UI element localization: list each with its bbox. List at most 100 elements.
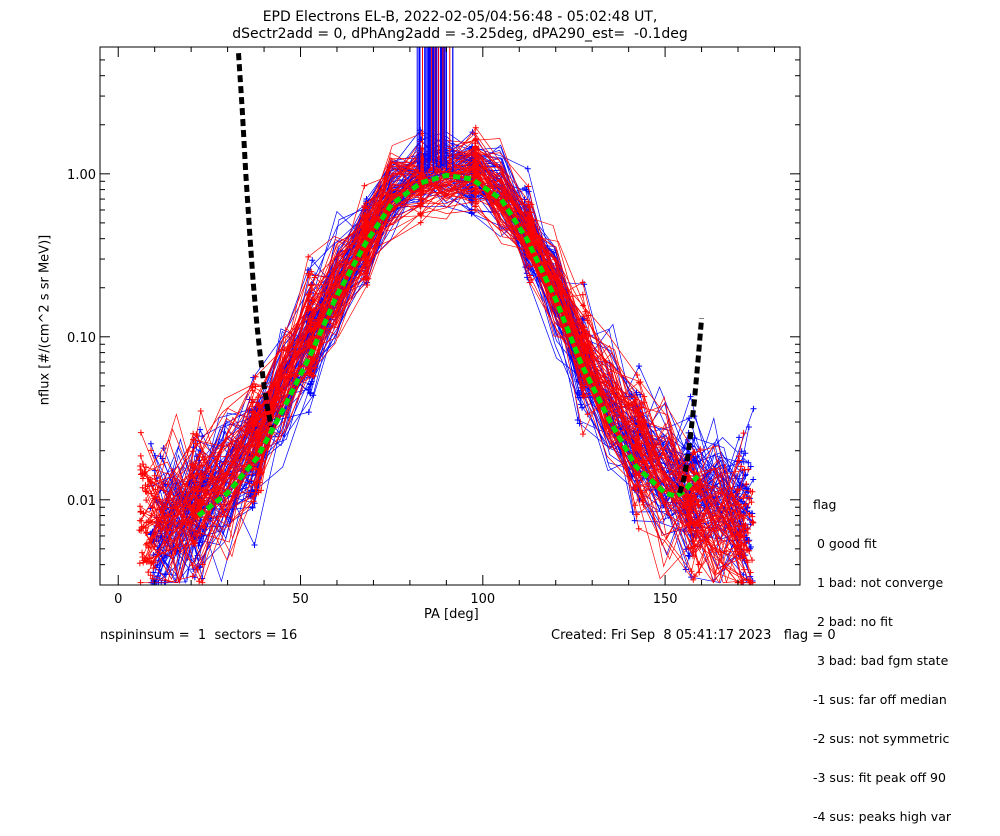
data-point (736, 511, 743, 518)
data-point (737, 463, 744, 470)
data-point (736, 434, 743, 441)
data-point (639, 498, 646, 505)
data-point (583, 335, 590, 342)
spectrum-line (153, 177, 741, 583)
spectrum-line (155, 144, 743, 583)
data-point (747, 569, 754, 576)
median-fit-curve (236, 53, 274, 428)
data-point (740, 515, 747, 522)
data-point (363, 199, 370, 206)
spectrum-line (150, 177, 749, 584)
data-point (190, 486, 197, 493)
data-point (417, 219, 424, 226)
data-point (251, 542, 258, 549)
data-point (528, 201, 535, 208)
data-point (745, 466, 752, 473)
data-point (196, 578, 203, 585)
plot-frame (99, 46, 801, 586)
data-point (306, 316, 313, 323)
data-point (143, 488, 150, 495)
data-point (188, 520, 195, 527)
y-tick-label: 0.01 (67, 494, 96, 509)
data-point (137, 452, 144, 459)
data-point (252, 383, 259, 390)
data-point (251, 493, 258, 500)
data-point (640, 501, 647, 508)
data-point (685, 518, 692, 525)
data-point (143, 497, 150, 504)
spectrum-line (146, 187, 745, 553)
x-tick-label: 0 (114, 592, 122, 607)
spectrum-line (145, 171, 744, 560)
spectrum-line (152, 151, 740, 557)
data-point (745, 423, 752, 430)
data-point (142, 529, 149, 536)
data-point (750, 519, 757, 526)
data-point (633, 406, 640, 413)
data-point (138, 471, 145, 478)
data-point (140, 523, 147, 530)
data-point (136, 527, 143, 534)
data-point (364, 282, 371, 289)
data-point (308, 287, 315, 294)
y-tick-label: 1.00 (67, 168, 96, 183)
data-point (190, 430, 197, 437)
data-point (151, 558, 158, 565)
data-point (155, 572, 162, 579)
data-point (194, 500, 201, 507)
data-point (193, 471, 200, 478)
data-point (139, 549, 146, 556)
data-point (162, 571, 169, 578)
data-point (526, 279, 533, 286)
data-point (195, 542, 202, 549)
data-point (145, 569, 152, 576)
data-point (579, 431, 586, 438)
chart-plot: 0 50 100 150 0.01 0.10 1.00 (67, 46, 801, 607)
spectrum-line (142, 164, 742, 584)
y-tick-label: 0.10 (67, 331, 96, 346)
data-point (362, 275, 369, 282)
flag-legend-item: -3 sus: fit peak off 90 (813, 770, 946, 785)
data-point (742, 450, 749, 457)
data-point (525, 183, 532, 190)
data-point (305, 354, 312, 361)
data-point (147, 447, 154, 454)
data-point (577, 401, 584, 408)
data-point (308, 282, 315, 289)
data-point (749, 557, 756, 564)
data-point (745, 459, 752, 466)
data-point (742, 501, 749, 508)
data-point (579, 341, 586, 348)
x-tick-label: 100 (470, 592, 495, 607)
data-point (576, 420, 583, 427)
data-point (740, 553, 747, 560)
flag-legend-item: 1 bad: not converge (813, 575, 944, 590)
data-point (150, 565, 157, 572)
flag-legend-item: 3 bad: bad fgm state (813, 653, 949, 668)
flag-legend-item: 2 bad: no fit (813, 614, 893, 629)
flag-legend-item: 0 good fit (813, 536, 877, 551)
data-point (310, 392, 317, 399)
data-point (190, 511, 197, 518)
spectrum-line (139, 174, 738, 553)
data-point (472, 184, 479, 191)
data-point (417, 187, 424, 194)
data-point (361, 253, 368, 260)
spectrum-line (164, 131, 752, 583)
data-point (633, 511, 640, 518)
flag-legend-item: -1 sus: far off median (813, 692, 947, 707)
data-point (250, 462, 257, 469)
data-point (584, 411, 591, 418)
data-point (747, 463, 754, 470)
spectrum-line (157, 182, 745, 584)
data-point (693, 485, 700, 492)
data-point (310, 373, 317, 380)
data-point (687, 393, 694, 400)
spectrum-line (143, 159, 743, 583)
data-point (636, 363, 643, 370)
spectrum-line (140, 180, 739, 584)
data-point (740, 495, 747, 502)
data-point (309, 257, 316, 264)
data-point (743, 480, 750, 487)
data-point (193, 440, 200, 447)
